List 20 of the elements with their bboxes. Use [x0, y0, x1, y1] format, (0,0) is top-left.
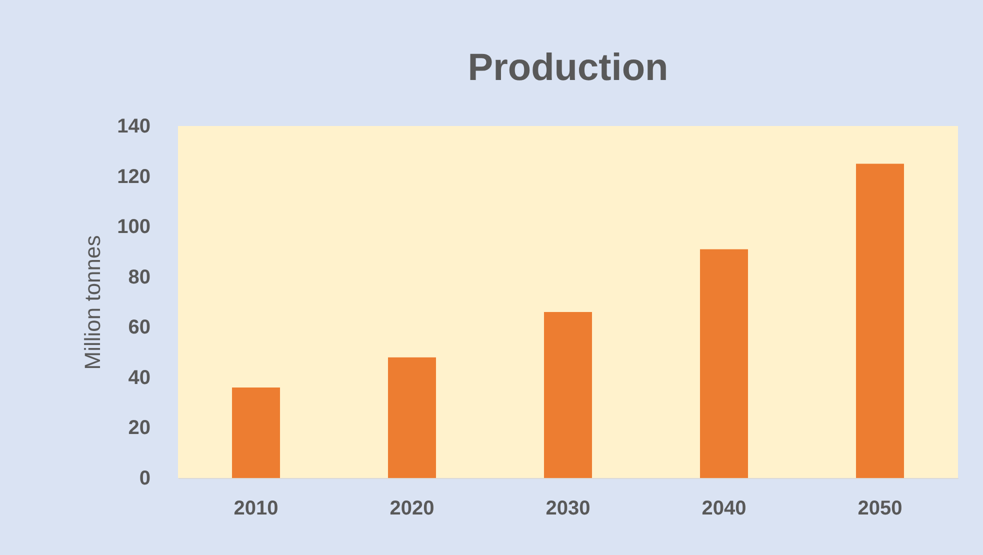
- bar: [700, 249, 748, 478]
- x-tick-label: 2010: [234, 498, 278, 520]
- x-tick-label: 2020: [390, 498, 434, 520]
- bar: [856, 164, 904, 478]
- bar: [388, 357, 436, 478]
- x-tick-label: 2050: [858, 498, 902, 520]
- x-tick-label: 2040: [702, 498, 746, 520]
- y-tick-label: 40: [128, 366, 150, 389]
- y-tick-label: 100: [117, 216, 150, 238]
- y-tick-label: 0: [139, 468, 150, 490]
- y-axis-title: Million tonnes: [80, 235, 106, 370]
- y-tick-label: 60: [128, 316, 150, 339]
- chart-title: Production: [468, 47, 668, 89]
- y-tick-label: 140: [117, 116, 150, 138]
- bar: [544, 312, 592, 478]
- x-tick-label: 2030: [546, 498, 590, 520]
- y-tick-label: 120: [117, 166, 150, 188]
- y-tick-label: 80: [128, 266, 150, 288]
- bar: [232, 387, 280, 478]
- y-tick-label: 20: [128, 417, 150, 440]
